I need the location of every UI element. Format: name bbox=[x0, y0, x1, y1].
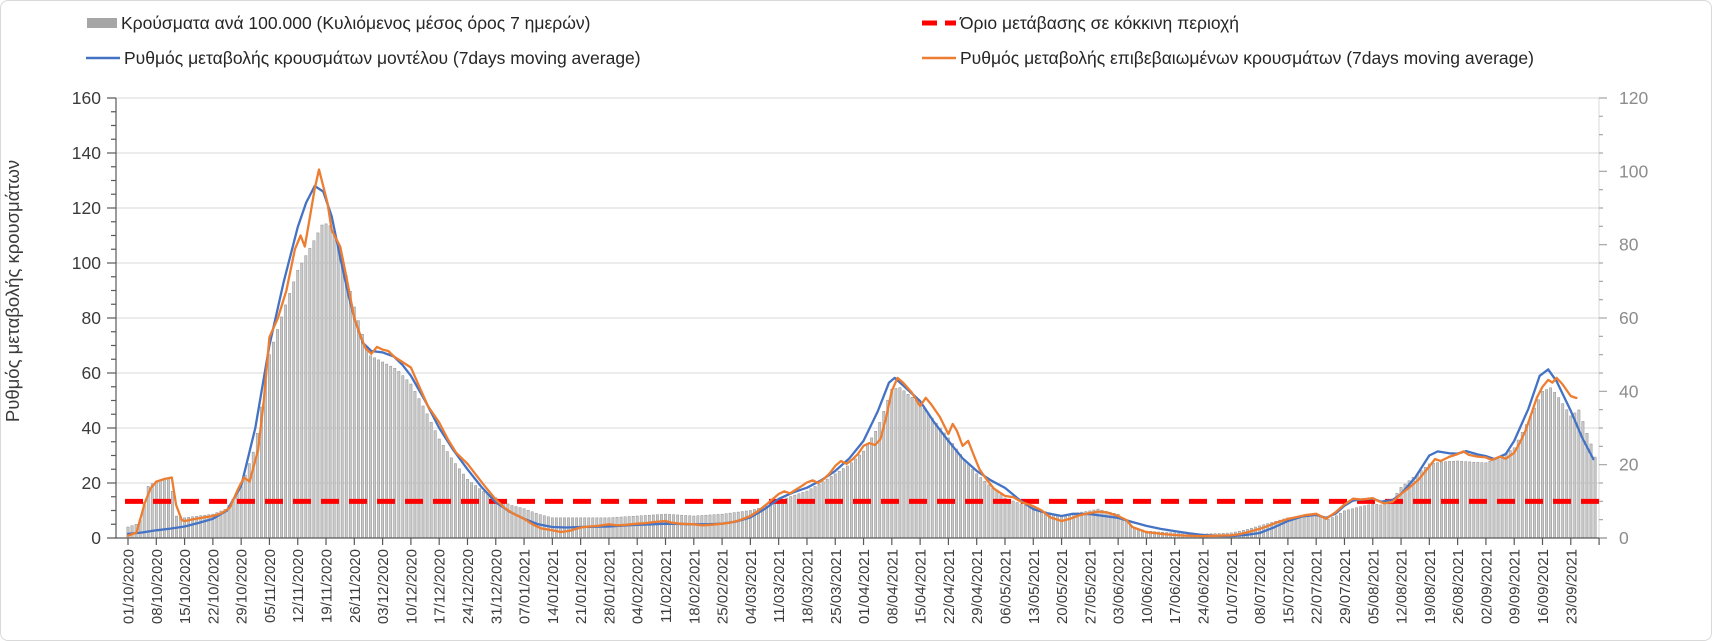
legend-label: Όριο μετάβασης σε κόκκινη περιοχή bbox=[960, 13, 1240, 33]
svg-text:26/08/2021: 26/08/2021 bbox=[1450, 549, 1467, 624]
left-axis-title: Ρυθμός μεταβολής κρουσμάτων bbox=[2, 160, 23, 422]
svg-text:40: 40 bbox=[82, 418, 102, 438]
svg-text:100: 100 bbox=[1619, 161, 1648, 181]
legend-dash-marker-icon bbox=[922, 18, 956, 28]
svg-text:15/07/2021: 15/07/2021 bbox=[1280, 549, 1297, 624]
svg-text:14/01/2021: 14/01/2021 bbox=[545, 549, 562, 624]
svg-text:16/09/2021: 16/09/2021 bbox=[1535, 549, 1552, 624]
legend-item-model-rate: Ρυθμός μεταβολής κρουσμάτων μοντέλου (7d… bbox=[86, 47, 641, 69]
svg-text:20/05/2021: 20/05/2021 bbox=[1054, 549, 1071, 624]
svg-text:08/04/2021: 08/04/2021 bbox=[884, 549, 901, 624]
svg-text:20: 20 bbox=[82, 473, 102, 493]
svg-text:80: 80 bbox=[82, 308, 102, 328]
svg-text:08/10/2020: 08/10/2020 bbox=[149, 549, 166, 624]
svg-text:120: 120 bbox=[72, 198, 101, 218]
svg-text:05/11/2020: 05/11/2020 bbox=[262, 549, 279, 623]
svg-text:17/12/2020: 17/12/2020 bbox=[432, 549, 449, 624]
legend-label: Ρυθμός μεταβολής κρουσμάτων μοντέλου (7d… bbox=[124, 48, 641, 68]
svg-text:07/01/2021: 07/01/2021 bbox=[517, 549, 534, 624]
svg-text:08/07/2021: 08/07/2021 bbox=[1252, 549, 1269, 624]
svg-text:23/09/2021: 23/09/2021 bbox=[1563, 549, 1580, 624]
svg-text:25/02/2021: 25/02/2021 bbox=[715, 549, 732, 624]
svg-text:0: 0 bbox=[1619, 528, 1629, 548]
legend-label: Ρυθμός μεταβολής επιβεβαιωμένων κρουσμάτ… bbox=[960, 48, 1534, 68]
legend-label: Κρούσματα ανά 100.000 (Κυλιόμενος μέσος … bbox=[121, 13, 591, 33]
svg-text:15/04/2021: 15/04/2021 bbox=[913, 549, 930, 624]
svg-text:24/12/2020: 24/12/2020 bbox=[460, 549, 477, 624]
svg-text:26/11/2020: 26/11/2020 bbox=[347, 549, 364, 623]
svg-text:20: 20 bbox=[1619, 455, 1639, 475]
svg-text:140: 140 bbox=[72, 143, 101, 163]
svg-text:18/02/2021: 18/02/2021 bbox=[686, 549, 703, 624]
svg-text:29/07/2021: 29/07/2021 bbox=[1337, 549, 1354, 624]
svg-text:160: 160 bbox=[72, 88, 101, 108]
svg-text:0: 0 bbox=[91, 528, 101, 548]
svg-text:24/06/2021: 24/06/2021 bbox=[1196, 549, 1213, 624]
svg-text:40: 40 bbox=[1619, 381, 1639, 401]
svg-text:80: 80 bbox=[1619, 235, 1639, 255]
svg-text:15/10/2020: 15/10/2020 bbox=[177, 549, 194, 624]
chart-legend: Κρούσματα ανά 100.000 (Κυλιόμενος μέσος … bbox=[1, 1, 1711, 81]
svg-text:10/12/2020: 10/12/2020 bbox=[403, 549, 420, 624]
svg-text:21/01/2021: 21/01/2021 bbox=[573, 549, 590, 624]
svg-text:06/05/2021: 06/05/2021 bbox=[998, 549, 1015, 624]
legend-bar-marker-icon bbox=[87, 18, 117, 28]
plot-area: 0 20 40 60 80 100 120 140 160 0 20 40 60 80 100 120 01/1… bbox=[72, 88, 1649, 624]
svg-text:18/03/2021: 18/03/2021 bbox=[800, 549, 817, 624]
svg-text:22/10/2020: 22/10/2020 bbox=[205, 549, 222, 624]
svg-text:01/10/2020: 01/10/2020 bbox=[121, 549, 138, 624]
svg-text:19/08/2021: 19/08/2021 bbox=[1422, 549, 1439, 624]
legend-line-marker-icon bbox=[86, 53, 120, 63]
svg-text:12/11/2020: 12/11/2020 bbox=[290, 549, 307, 623]
svg-text:19/11/2020: 19/11/2020 bbox=[319, 549, 336, 623]
svg-text:01/07/2021: 01/07/2021 bbox=[1224, 549, 1241, 624]
svg-text:60: 60 bbox=[82, 363, 102, 383]
svg-text:11/02/2021: 11/02/2021 bbox=[658, 549, 675, 623]
svg-text:28/01/2021: 28/01/2021 bbox=[601, 549, 618, 624]
svg-text:60: 60 bbox=[1619, 308, 1639, 328]
svg-text:02/09/2021: 02/09/2021 bbox=[1478, 549, 1495, 624]
svg-text:31/12/2020: 31/12/2020 bbox=[488, 549, 505, 624]
svg-text:10/06/2021: 10/06/2021 bbox=[1139, 549, 1156, 624]
svg-text:27/05/2021: 27/05/2021 bbox=[1082, 549, 1099, 624]
svg-text:25/03/2021: 25/03/2021 bbox=[828, 549, 845, 624]
svg-text:29/10/2020: 29/10/2020 bbox=[234, 549, 251, 624]
svg-text:17/06/2021: 17/06/2021 bbox=[1167, 549, 1184, 624]
svg-text:100: 100 bbox=[72, 253, 101, 273]
svg-text:29/04/2021: 29/04/2021 bbox=[969, 549, 986, 624]
svg-text:120: 120 bbox=[1619, 88, 1648, 108]
svg-text:11/03/2021: 11/03/2021 bbox=[771, 549, 788, 623]
svg-text:05/08/2021: 05/08/2021 bbox=[1365, 549, 1382, 624]
svg-text:12/08/2021: 12/08/2021 bbox=[1394, 549, 1411, 624]
svg-text:03/12/2020: 03/12/2020 bbox=[375, 549, 392, 624]
svg-text:01/04/2021: 01/04/2021 bbox=[856, 549, 873, 624]
svg-text:04/03/2021: 04/03/2021 bbox=[743, 549, 760, 624]
svg-text:22/07/2021: 22/07/2021 bbox=[1309, 549, 1326, 624]
legend-item-confirmed-rate: Ρυθμός μεταβολής επιβεβαιωμένων κρουσμάτ… bbox=[922, 47, 1534, 69]
legend-line-marker-icon bbox=[922, 53, 956, 63]
legend-item-red-zone-threshold: Όριο μετάβασης σε κόκκινη περιοχή bbox=[922, 12, 1239, 34]
svg-text:22/04/2021: 22/04/2021 bbox=[941, 549, 958, 624]
svg-text:04/02/2021: 04/02/2021 bbox=[630, 549, 647, 624]
svg-text:09/09/2021: 09/09/2021 bbox=[1507, 549, 1524, 624]
svg-text:03/06/2021: 03/06/2021 bbox=[1111, 549, 1128, 624]
svg-text:13/05/2021: 13/05/2021 bbox=[1026, 549, 1043, 624]
legend-item-cases-per-100k: Κρούσματα ανά 100.000 (Κυλιόμενος μέσος … bbox=[87, 12, 590, 34]
